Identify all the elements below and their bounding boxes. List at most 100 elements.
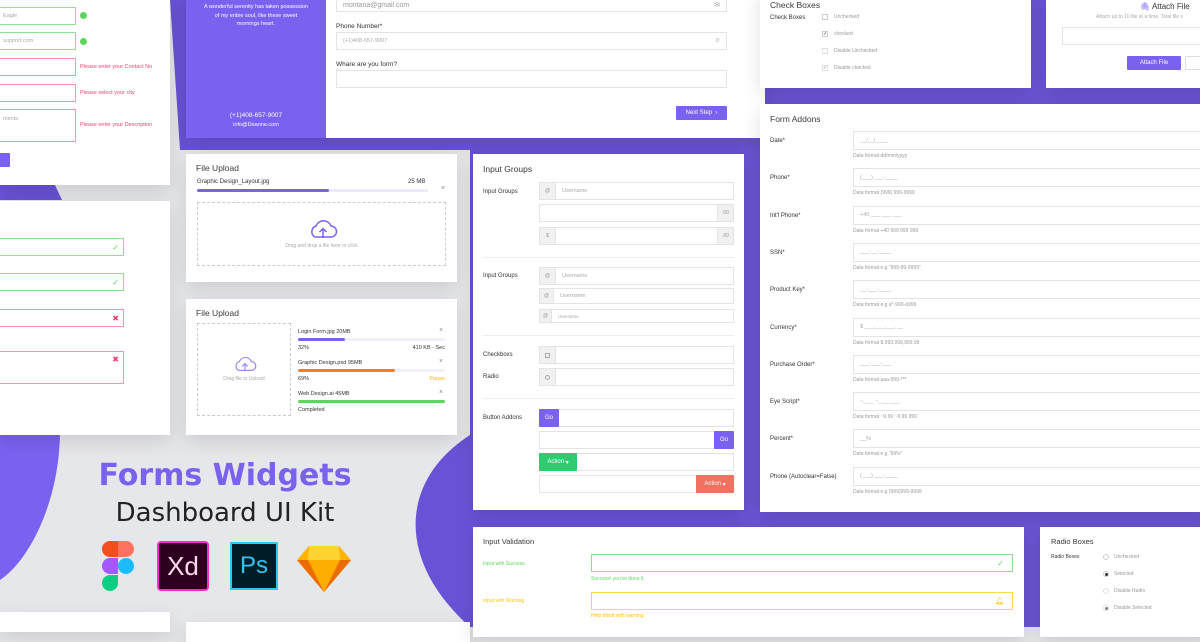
- attach-hint: Attach up to 10 file at a time, Total fi…: [1096, 14, 1183, 20]
- cloud-upload-icon: [235, 356, 257, 372]
- addon-input[interactable]: $ ___,___,___.__: [853, 317, 1200, 337]
- radio: [1103, 605, 1109, 611]
- currency-input[interactable]: [539, 227, 734, 245]
- description-field[interactable]: ments: [0, 109, 76, 142]
- warning-label: Input with Warning: [483, 598, 525, 604]
- addon-hint: Data format +40 999 999 999: [853, 227, 919, 234]
- go-input[interactable]: [539, 409, 734, 427]
- addon-input[interactable]: ___-__-____: [853, 242, 1200, 262]
- addon-input[interactable]: __%: [853, 429, 1200, 449]
- at-addon: @: [539, 288, 554, 304]
- radio-label: Unchecked: [1114, 554, 1140, 560]
- attach-file-button[interactable]: Attach File: [1127, 56, 1181, 70]
- email-value: montana@gmail.com: [343, 1, 410, 9]
- close-icon[interactable]: ×: [439, 389, 444, 396]
- file-upload-panel: File Upload Graphic Design_Layout.jpg 25…: [186, 154, 457, 282]
- go-input[interactable]: [539, 431, 734, 449]
- addon-input[interactable]: (___) ___-____: [853, 168, 1200, 188]
- checkbox[interactable]: [822, 14, 828, 20]
- addon-input[interactable]: (___) ___-____: [853, 466, 1200, 486]
- addon-label: Phone (Autoclear=False): [770, 473, 837, 480]
- addon-label: Product Key*: [770, 287, 806, 294]
- addon-hint: Data format $ 999,999,999.99: [853, 339, 920, 346]
- addon-input[interactable]: +40 ___ ___ ___: [853, 205, 1200, 225]
- radio[interactable]: [1103, 554, 1109, 560]
- success-input[interactable]: ✓: [591, 554, 1013, 572]
- check-icon: ✓: [112, 277, 119, 287]
- username-input[interactable]: Username: [539, 267, 734, 285]
- attach-file-panel: 🖇 Attach File Attach up to 10 file at a …: [1046, 0, 1200, 88]
- phone-input[interactable]: (+1)408-657-9007 ✆: [336, 32, 727, 50]
- checkbox[interactable]: ✓: [822, 31, 828, 37]
- radio-label: Radio: [483, 374, 499, 380]
- upload-file-name: Graphic Design.psd 95MB: [298, 360, 363, 366]
- email-field[interactable]: support.com: [0, 32, 76, 50]
- phone-label: Phone Number*: [336, 23, 383, 30]
- file-size: 25 MB: [408, 179, 426, 185]
- addon-input[interactable]: __/__/____: [853, 131, 1200, 150]
- upload-rate[interactable]: Pause: [429, 376, 445, 382]
- action-label: Action: [547, 459, 564, 465]
- first-field[interactable]: Eagle: [0, 7, 76, 25]
- city-field[interactable]: [0, 84, 76, 102]
- go-button[interactable]: Go: [539, 409, 559, 427]
- addon-input[interactable]: __-___-____: [853, 280, 1200, 300]
- caret-down-icon: ▾: [565, 459, 569, 466]
- action-dropdown-button[interactable]: Action ▾: [539, 453, 577, 471]
- radio[interactable]: [1103, 571, 1109, 577]
- drop-zone[interactable]: Drag and drop a file here or click: [197, 202, 446, 266]
- paperclip-icon: 🖇: [1140, 2, 1151, 11]
- checkbox-label: Disable checked: [834, 65, 871, 71]
- next-step-label: Next Step: [685, 110, 712, 116]
- cancel-button[interactable]: [1185, 56, 1200, 70]
- checkbox-addon[interactable]: [539, 346, 556, 364]
- addon-input[interactable]: ~_.__ ~_.__ ___: [853, 392, 1200, 412]
- checkbox: [822, 48, 828, 54]
- addon-hint: Data format dd/mm/yyyy: [853, 153, 908, 159]
- checkbox-label: Disable Unchecked: [834, 48, 878, 54]
- where-input[interactable]: [336, 70, 727, 88]
- close-icon[interactable]: ×: [439, 327, 444, 334]
- check-icon: ✓: [997, 558, 1004, 568]
- drop-zone[interactable]: Drag file to Upload: [197, 323, 291, 416]
- hero-title: Forms Widgets: [98, 458, 352, 493]
- error-field[interactable]: ✖: [0, 309, 124, 327]
- contact-field[interactable]: [0, 58, 76, 76]
- radio-boxes-panel: Radio Boxes Radio Boxes Unchecked Select…: [1040, 527, 1200, 637]
- checkbox-input[interactable]: [539, 346, 734, 364]
- action-dropdown-button[interactable]: Action ▾: [696, 475, 734, 493]
- addon-input[interactable]: ___-___-___: [853, 354, 1200, 374]
- where-label: Whare are you form?: [336, 61, 398, 68]
- warning-input[interactable]: 🔔︎: [591, 592, 1013, 610]
- go-button[interactable]: Go: [714, 431, 734, 449]
- username-input[interactable]: Username: [539, 182, 734, 200]
- close-icon[interactable]: ×: [439, 358, 444, 365]
- file-upload-multi-panel: File Upload Drag file to Upload Login Fo…: [186, 299, 457, 435]
- check-circle-icon: [80, 12, 87, 19]
- error-textarea[interactable]: ✖: [0, 351, 124, 384]
- action-label: Action: [704, 481, 721, 487]
- panel-title: File Upload: [196, 308, 239, 318]
- progress-fill: [298, 369, 396, 372]
- radio-addon[interactable]: [539, 368, 556, 386]
- username-input[interactable]: Username: [539, 309, 734, 323]
- submit-button[interactable]: [0, 153, 10, 167]
- checkbox-label: checked: [834, 31, 853, 37]
- success-field[interactable]: ✓: [0, 238, 124, 256]
- next-step-button[interactable]: Next Step ›: [676, 106, 727, 120]
- email-input[interactable]: montana@gmail.com ✉: [336, 0, 727, 12]
- panel-title: Form Addons: [770, 114, 821, 124]
- attach-input[interactable]: [1062, 27, 1200, 45]
- checkbox: ✓: [822, 65, 828, 71]
- check-icon: ✓: [112, 242, 119, 252]
- success-field[interactable]: ✓: [0, 273, 124, 291]
- check-boxes-label: Check Boxes: [770, 15, 806, 21]
- radio-input[interactable]: [539, 368, 734, 386]
- close-icon[interactable]: ×: [441, 185, 446, 192]
- close-icon: ✖: [112, 313, 119, 323]
- chevron-right-icon: ›: [715, 110, 718, 116]
- upload-file-name: Web Design.ai 45MB: [298, 391, 350, 397]
- panel-title: Check Boxes: [770, 0, 821, 10]
- decimal-input[interactable]: [539, 204, 734, 222]
- username-input[interactable]: Username: [539, 288, 734, 304]
